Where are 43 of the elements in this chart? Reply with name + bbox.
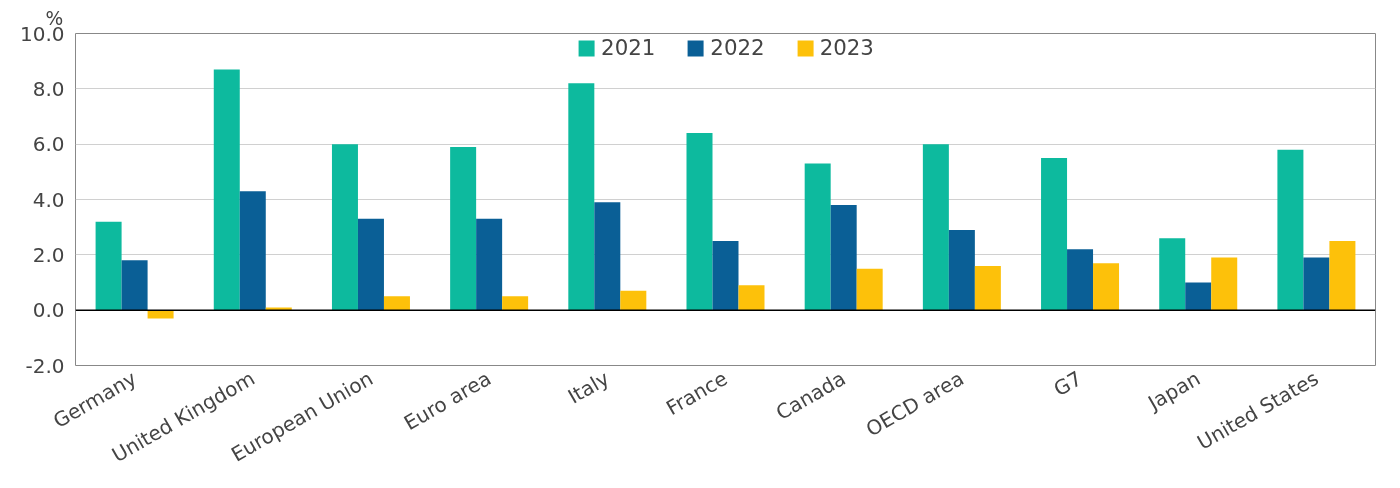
- bar: [450, 146, 477, 311]
- bar: [1303, 257, 1330, 311]
- bar: [357, 218, 384, 311]
- bar: [1041, 158, 1068, 311]
- bar: [476, 218, 503, 311]
- bar: [1211, 257, 1238, 311]
- bar: [213, 69, 240, 311]
- bar: [856, 268, 883, 311]
- bar: [922, 144, 949, 311]
- y-tick-label: -2.0: [25, 353, 65, 378]
- y-tick-label: 2.0: [32, 242, 65, 267]
- bar: [712, 241, 739, 311]
- bar: [594, 202, 621, 311]
- bar: [568, 83, 595, 311]
- bar: [1329, 241, 1356, 311]
- bar: [804, 163, 831, 311]
- y-tick-label: 0.0: [32, 298, 65, 323]
- bar: [502, 296, 529, 311]
- bar: [1159, 238, 1186, 311]
- bar: [239, 191, 266, 311]
- legend-label: 2022: [710, 35, 765, 60]
- bar: [121, 260, 148, 311]
- bar: [686, 133, 713, 311]
- bar: [383, 296, 410, 311]
- bar: [1067, 249, 1094, 311]
- bar: [948, 229, 975, 311]
- bar: [738, 285, 765, 311]
- x-tick-label: Euro area: [399, 366, 496, 436]
- bar: [830, 205, 857, 311]
- bar: [1185, 282, 1212, 311]
- bar: [95, 221, 122, 311]
- legend-label: 2023: [819, 35, 874, 60]
- bar: [620, 290, 647, 311]
- bar: [1093, 263, 1120, 311]
- bar: [331, 144, 358, 311]
- y-tick-label: 8.0: [32, 76, 65, 101]
- y-tick-label: 6.0: [32, 132, 65, 157]
- bar: [974, 265, 1001, 311]
- bar: [1277, 149, 1304, 311]
- y-tick-label: 4.0: [32, 187, 65, 212]
- x-tick-label: G7: [1049, 366, 1087, 401]
- x-tick-label: Italy: [563, 366, 614, 409]
- legend-label: 2021: [601, 35, 656, 60]
